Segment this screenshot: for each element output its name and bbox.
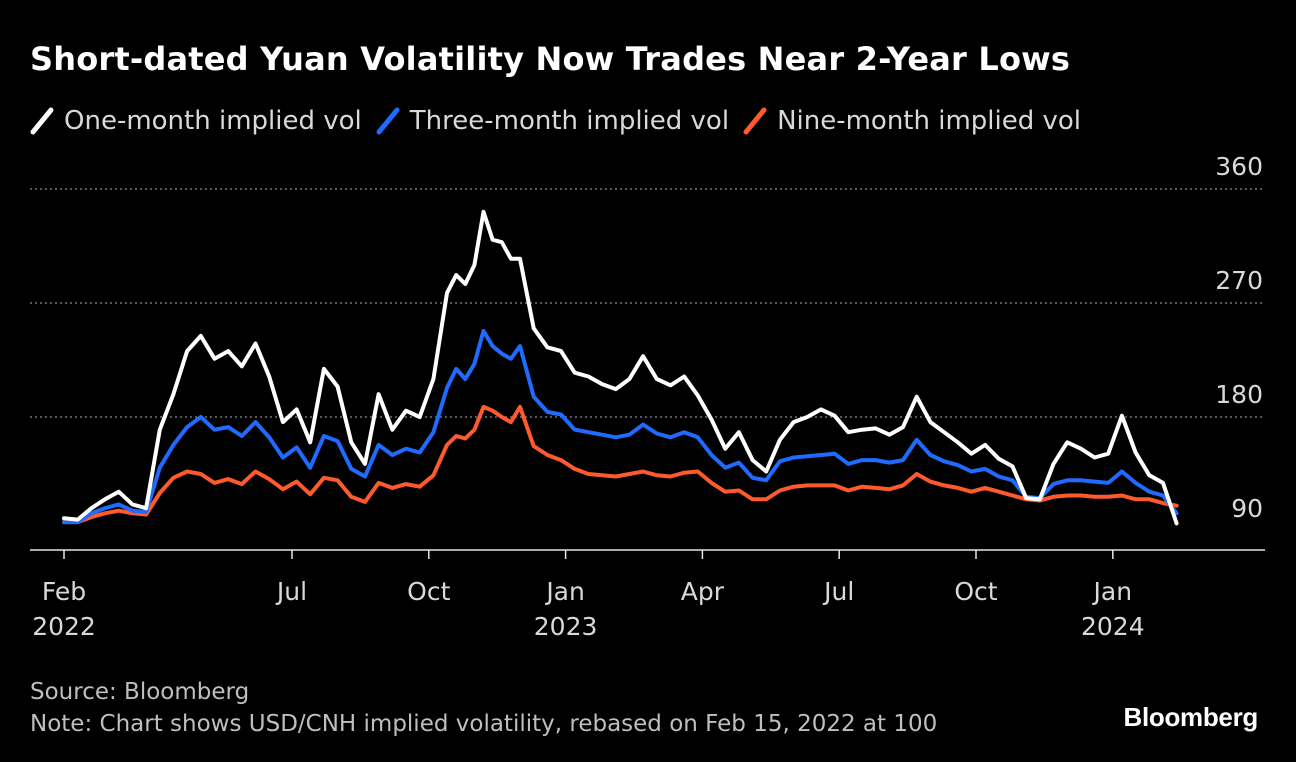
x-tick-label: Jul [822,577,854,606]
legend-swatch-nine-month [743,107,767,135]
legend-item-one-month: One-month implied vol [30,106,362,136]
x-tick-label: Jan [1092,577,1133,606]
x-tick-year-label: 2022 [32,612,96,641]
source-note: Source: Bloomberg [30,679,250,705]
x-tick-label: Apr [681,577,725,606]
chart-title: Short-dated Yuan Volatility Now Trades N… [30,40,1071,78]
x-tick-label: Oct [954,577,997,606]
chart-note: Note: Chart shows USD/CNH implied volati… [30,711,938,737]
x-tick-label: Jul [275,577,307,606]
x-tick-label: Jan [544,577,585,606]
y-tick-label: 90 [1231,494,1263,523]
nine-month-line [62,404,1179,525]
bloomberg-logo: Bloomberg [1123,702,1258,732]
legend-label-one-month: One-month implied vol [64,106,362,136]
x-tick-label: Feb [42,577,86,606]
legend-label-nine-month: Nine-month implied vol [777,106,1082,136]
y-tick-label: 360 [1215,152,1263,181]
y-tick-label: 180 [1215,380,1263,409]
legend-item-nine-month: Nine-month implied vol [743,106,1081,136]
legend-item-three-month: Three-month implied vol [376,106,729,136]
y-tick-label: 270 [1215,266,1263,295]
three-month-line [62,328,1179,525]
legend: One-month implied vol Three-month implie… [30,106,1095,136]
x-tick-label: Oct [407,577,450,606]
legend-swatch-three-month [376,107,400,135]
x-tick-year-label: 2023 [534,612,598,641]
x-tick-year-label: 2024 [1081,612,1145,641]
legend-label-three-month: Three-month implied vol [409,106,730,136]
legend-swatch-one-month [30,107,54,135]
footer: Source: Bloomberg Note: Chart shows USD/… [30,676,937,740]
one-month-line [62,209,1179,526]
